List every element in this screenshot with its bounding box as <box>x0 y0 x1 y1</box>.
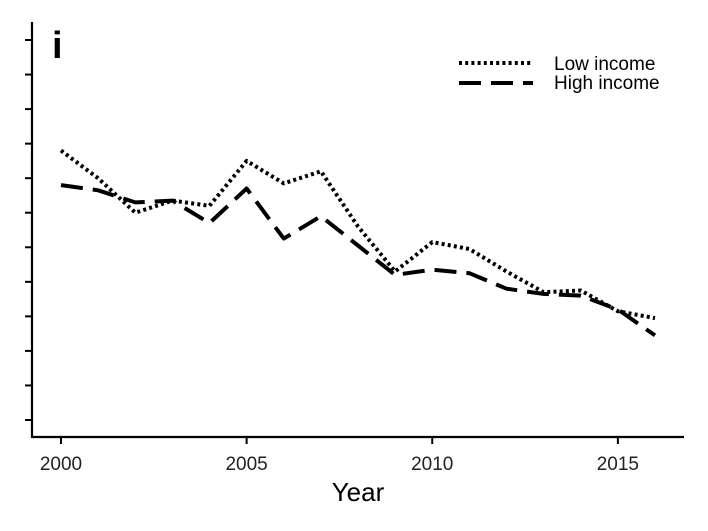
x-tick-label: 2010 <box>411 454 453 475</box>
legend: Low income High income <box>459 54 660 94</box>
series-layer <box>59 148 657 338</box>
series-line-high-income <box>60 183 657 338</box>
x-axis-ticks: 2000 2005 2010 2015 <box>40 437 639 475</box>
x-axis-title: Year <box>332 477 385 507</box>
x-tick-label: 2005 <box>225 454 267 475</box>
y-axis-ticks <box>25 39 32 421</box>
x-tick-label: 2015 <box>597 454 639 475</box>
legend-label-low-income: Low income <box>554 54 655 75</box>
legend-label-high-income: High income <box>554 73 660 94</box>
x-tick-label: 2000 <box>40 454 82 475</box>
panel-label: i <box>52 25 63 67</box>
series-line-low-income <box>59 148 656 321</box>
